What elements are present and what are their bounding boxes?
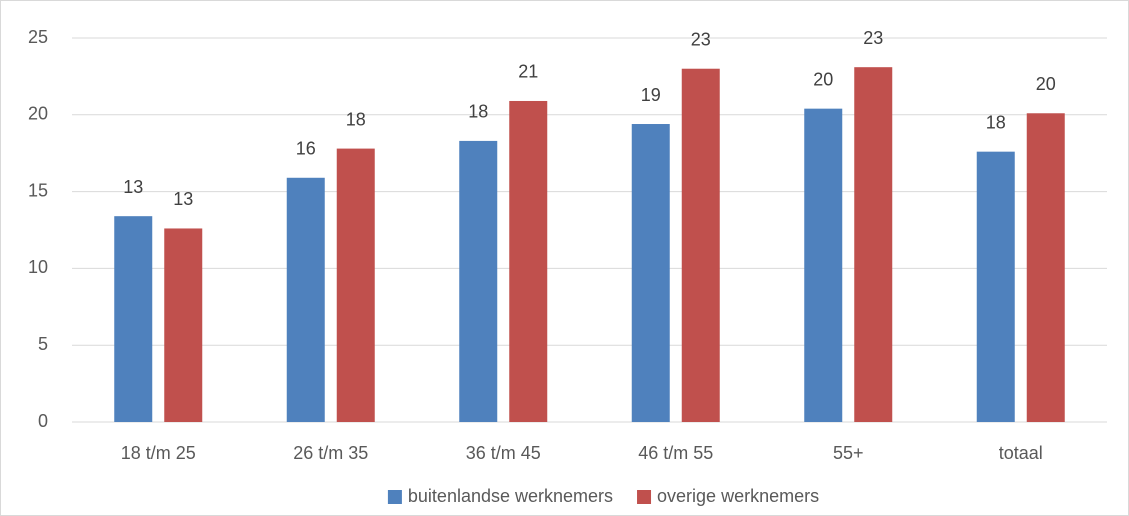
- bar: [286, 177, 325, 422]
- bar: [804, 108, 843, 422]
- data-label: 20: [813, 69, 833, 89]
- x-tick-label: 46 t/m 55: [638, 443, 713, 463]
- bar: [631, 124, 670, 423]
- data-label: 23: [863, 28, 883, 48]
- x-tick-label: totaal: [999, 443, 1043, 463]
- data-label: 18: [346, 109, 366, 129]
- legend-label: buitenlandse werknemers: [408, 486, 613, 506]
- data-label: 16: [296, 139, 316, 159]
- data-label: 13: [123, 177, 143, 197]
- bar: [854, 67, 893, 423]
- y-tick-label: 0: [38, 411, 48, 431]
- x-tick-label: 36 t/m 45: [466, 443, 541, 463]
- data-label: 20: [1036, 74, 1056, 94]
- data-label: 19: [641, 85, 661, 105]
- y-tick-label: 5: [38, 334, 48, 354]
- bar: [1026, 113, 1065, 422]
- legend-swatch: [637, 490, 652, 504]
- x-tick-label: 18 t/m 25: [121, 443, 196, 463]
- y-tick-label: 15: [28, 180, 48, 200]
- data-label: 23: [691, 29, 711, 49]
- x-tick-label: 26 t/m 35: [293, 443, 368, 463]
- bar: [976, 151, 1015, 422]
- data-label: 18: [468, 102, 488, 122]
- y-tick-label: 20: [28, 104, 48, 124]
- bar: [459, 140, 498, 423]
- bar: [336, 148, 375, 423]
- y-tick-label: 10: [28, 257, 48, 277]
- y-tick-label: 25: [28, 27, 48, 47]
- x-tick-label: 55+: [833, 443, 864, 463]
- bar: [114, 216, 153, 422]
- legend-label: overige werknemers: [657, 486, 819, 506]
- bar: [681, 68, 720, 422]
- bar: [164, 228, 203, 422]
- legend-swatch: [387, 490, 402, 504]
- data-label: 18: [986, 112, 1006, 132]
- data-label: 21: [518, 62, 538, 82]
- bar: [509, 100, 548, 422]
- data-label: 13: [173, 189, 193, 209]
